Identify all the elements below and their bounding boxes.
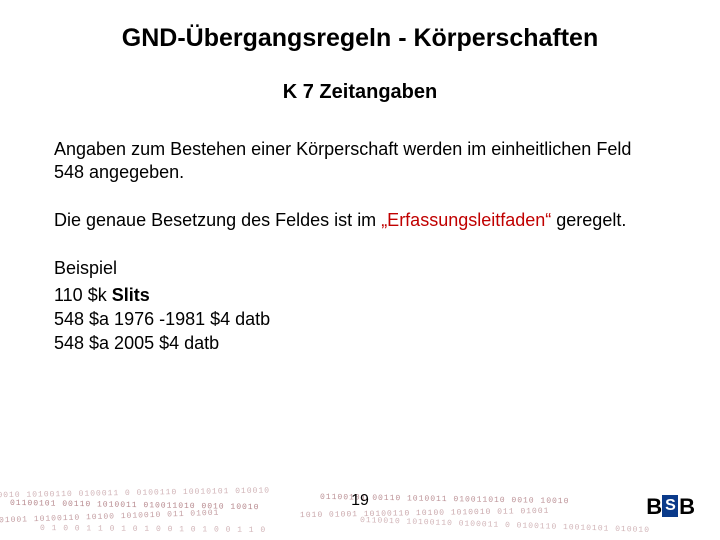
binary-decor-2: 01100101 00110 1010011 010011010 0010 10… [10, 499, 260, 512]
binary-decor-7: 0110010 10100110 0100011 0 0100110 10010… [360, 516, 650, 535]
example-line-2: 548 $a 1976 -1981 $4 datb [54, 307, 666, 331]
logo-letter-b2: B [679, 494, 694, 520]
footer: 0110010 10100110 0100011 0 0100110 10010… [0, 478, 720, 540]
slide-title: GND-Übergangsregeln - Körperschaften [54, 24, 666, 53]
example-block: Beispiel 110 $k Slits 548 $a 1976 -1981 … [54, 258, 666, 356]
binary-decor-4: 0 1 0 0 1 1 0 1 0 1 0 0 1 0 1 0 0 1 1 0 [40, 524, 266, 535]
example-line-1-bold: Slits [112, 285, 150, 305]
logo-letter-s [662, 495, 678, 517]
slide-subtitle: K 7 Zeitangaben [54, 81, 666, 104]
example-line-1-pre: 110 $k [54, 285, 112, 305]
bsb-logo: B B [646, 492, 694, 520]
example-line-3: 548 $a 2005 $4 datb [54, 331, 666, 355]
paragraph-1: Angaben zum Bestehen einer Körperschaft … [54, 138, 666, 183]
example-line-1: 110 $k Slits [54, 283, 666, 307]
paragraph-2-post: geregelt. [551, 210, 626, 230]
paragraph-2: Die genaue Besetzung des Feldes ist im „… [54, 209, 666, 232]
logo-letter-b1: B [646, 494, 661, 520]
example-heading: Beispiel [54, 258, 666, 279]
page-number: 19 [351, 492, 369, 510]
paragraph-2-quote: „Erfassungsleitfaden“ [381, 210, 551, 230]
paragraph-2-pre: Die genaue Besetzung des Feldes ist im [54, 210, 381, 230]
slide: GND-Übergangsregeln - Körperschaften K 7… [0, 0, 720, 540]
